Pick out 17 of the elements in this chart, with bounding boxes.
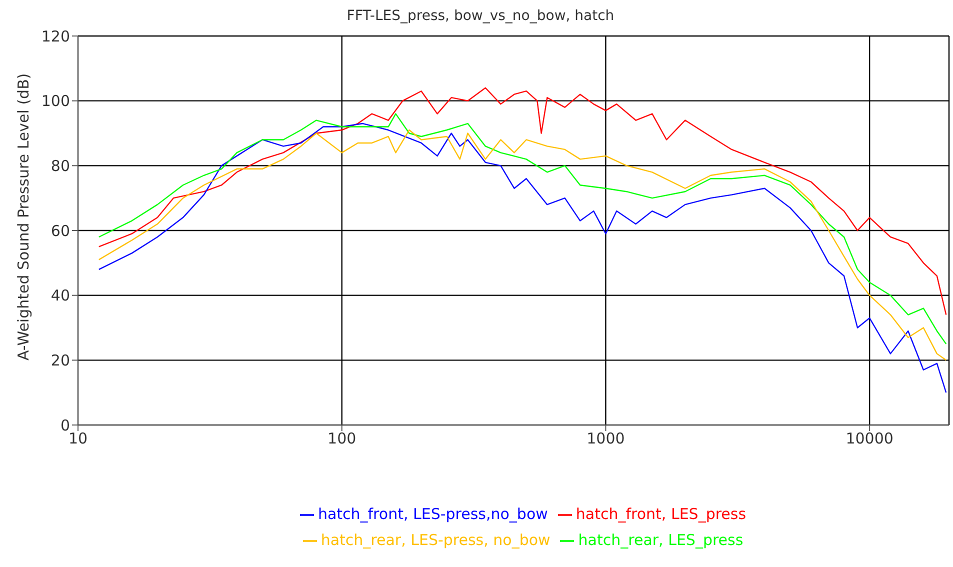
x-tick-label: 10000 xyxy=(846,430,894,448)
y-tick-label: 80 xyxy=(50,156,70,175)
y-tick-label: 40 xyxy=(50,286,70,305)
legend-label: hatch_rear, LES_press xyxy=(578,531,744,549)
y-tick-label: 0 xyxy=(60,416,70,434)
y-tick-label: 120 xyxy=(41,27,70,46)
y-tick-label: 20 xyxy=(50,351,70,370)
x-tick-label: 10 xyxy=(68,430,88,448)
x-tick-label: 1000 xyxy=(586,430,625,448)
legend-label: hatch_front, LES-press,no_bow xyxy=(318,505,548,523)
legend-label: hatch_rear, LES-press, no_bow xyxy=(320,531,550,549)
y-tick-label: 100 xyxy=(41,92,70,110)
legend-label: hatch_front, LES_press xyxy=(576,505,746,523)
chart-title: FFT-LES_press, bow_vs_no_bow, hatch xyxy=(346,8,614,24)
y-axis-title: A-Weighted Sound Pressure Level (dB) xyxy=(14,73,32,360)
y-tick-label: 60 xyxy=(50,222,70,240)
x-tick-label: 100 xyxy=(328,430,356,448)
